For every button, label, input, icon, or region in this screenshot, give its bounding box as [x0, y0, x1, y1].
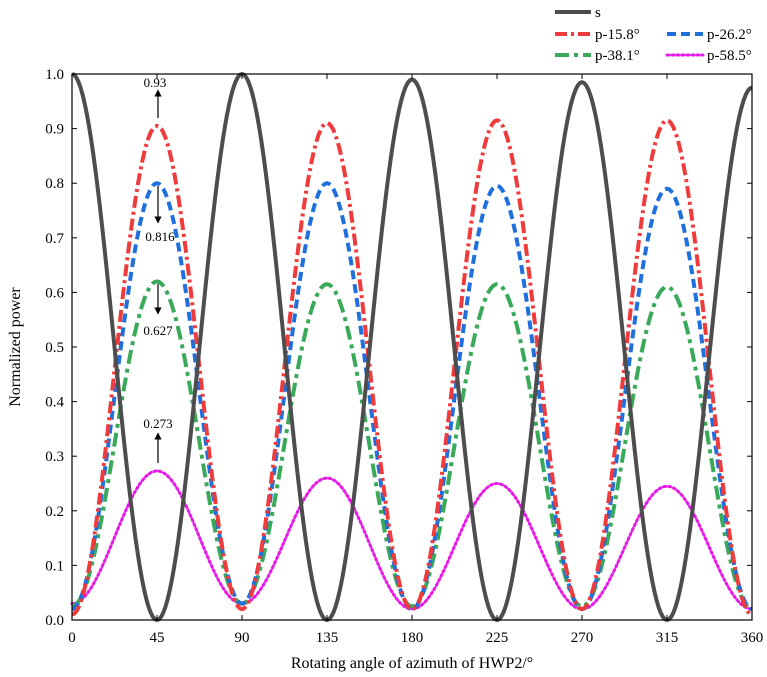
legend-label: p-58.5° [707, 48, 752, 64]
y-tick-label: 0.3 [45, 449, 64, 465]
y-tick-label: 0.6 [45, 285, 64, 301]
annotations: 0.93 0.816 0.627 0.273 [143, 75, 175, 463]
legend-label: p-26.2° [707, 27, 752, 43]
series-line-p-15-8 [71, 118, 753, 617]
x-tick-label: 45 [150, 630, 165, 646]
y-axis-label: Normalized power [7, 287, 24, 407]
annotation-label: 0.273 [143, 416, 172, 431]
x-tick-label: 360 [741, 630, 764, 646]
x-tick-label: 225 [486, 630, 509, 646]
y-tick-label: 0.8 [45, 176, 64, 192]
y-tick-label: 0.4 [45, 395, 64, 411]
x-tick-label: 315 [656, 630, 679, 646]
x-axis: 0 45 90 135 180 225 270 315 360 [68, 74, 763, 646]
x-tick-label: 180 [401, 630, 424, 646]
x-tick-label: 270 [571, 630, 594, 646]
series-line-p-38-1 [71, 279, 753, 612]
legend-label: p-38.1° [595, 48, 640, 64]
legend-label: s [595, 5, 601, 21]
y-tick-label: 1.0 [45, 67, 64, 83]
x-tick-label: 135 [316, 630, 339, 646]
y-tick-label: 0.7 [45, 231, 64, 247]
x-tick-label: 90 [235, 630, 250, 646]
x-tick-label: 0 [68, 630, 76, 646]
x-axis-label: Rotating angle of azimuth of HWP2/° [291, 655, 533, 672]
series-line-p-26-2 [71, 181, 753, 612]
y-tick-label: 0.9 [45, 122, 64, 138]
plot-lines [70, 71, 754, 623]
annotation-label: 0.816 [145, 229, 175, 244]
y-tick-label: 0.5 [45, 340, 64, 356]
y-tick-label: 0.2 [45, 504, 64, 520]
y-tick-label: 0.1 [45, 558, 64, 574]
y-axis: 0.0 0.1 0.2 0.3 0.4 0.5 0.6 0.7 0.8 0.9 1.0 [45, 67, 752, 629]
legend-label: p-15.8° [595, 27, 640, 43]
series-line-s [71, 71, 753, 623]
legend: s p-15.8° p-26.2° p-38.1° p-58.5° [555, 5, 752, 64]
y-tick-label: 0.0 [45, 613, 64, 629]
annotation-label: 0.627 [143, 323, 173, 338]
plot-frame [71, 73, 753, 621]
annotation-label: 0.93 [144, 75, 167, 90]
series-line-p-58-5 [70, 469, 754, 611]
